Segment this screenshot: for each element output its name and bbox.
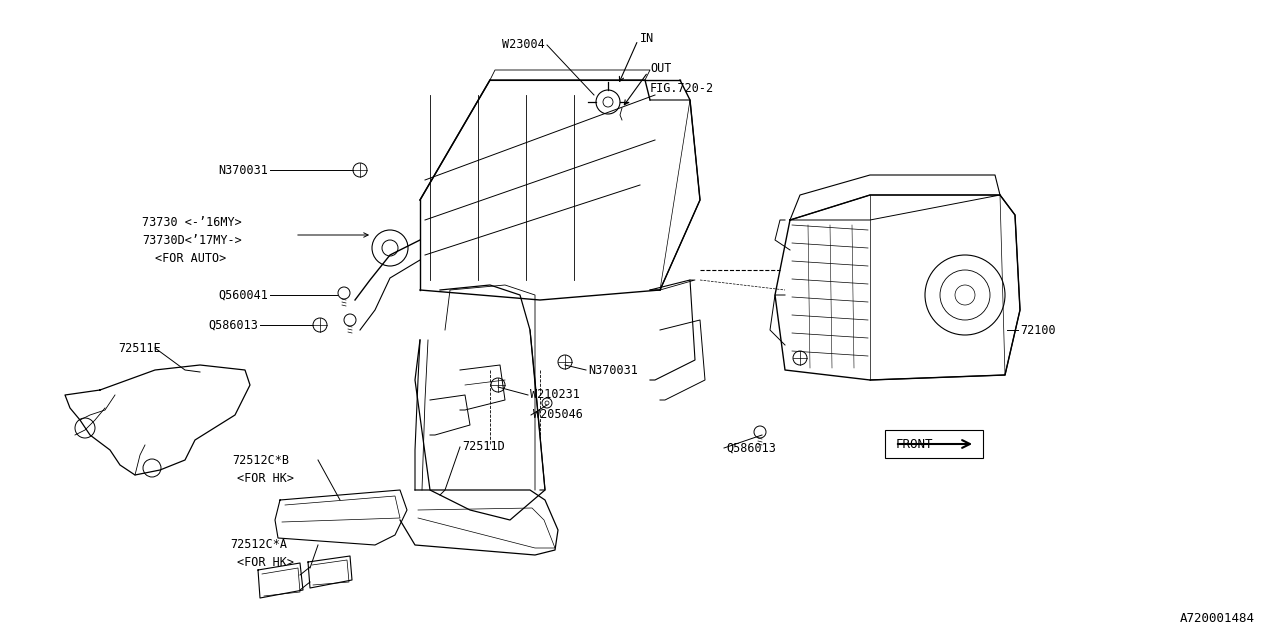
Text: FRONT: FRONT	[896, 438, 933, 451]
Text: 73730 <-’16MY>: 73730 <-’16MY>	[142, 216, 242, 228]
Text: <FOR HK>: <FOR HK>	[237, 557, 294, 570]
Bar	[884, 430, 983, 458]
Text: FIG.720-2: FIG.720-2	[650, 81, 714, 95]
Text: 72512C*A: 72512C*A	[230, 538, 287, 552]
Text: Q586013: Q586013	[726, 442, 776, 454]
Text: W210231: W210231	[530, 388, 580, 401]
Text: 72511D: 72511D	[462, 440, 504, 454]
Text: N370031: N370031	[218, 163, 268, 177]
Text: IN: IN	[640, 31, 654, 45]
Text: <FOR AUTO>: <FOR AUTO>	[155, 252, 227, 264]
Text: Q586013: Q586013	[209, 319, 259, 332]
Text: 72100: 72100	[1020, 323, 1056, 337]
Text: Q560041: Q560041	[218, 289, 268, 301]
Text: W23004: W23004	[502, 38, 545, 51]
Circle shape	[545, 401, 549, 405]
Text: 73730D<’17MY->: 73730D<’17MY->	[142, 234, 242, 246]
Text: A720001484: A720001484	[1180, 611, 1254, 625]
Text: 72512C*B: 72512C*B	[232, 454, 289, 467]
Text: N370031: N370031	[588, 364, 637, 376]
Text: OUT: OUT	[650, 61, 672, 74]
Text: W205046: W205046	[532, 408, 582, 422]
Text: <FOR HK>: <FOR HK>	[237, 472, 294, 484]
Text: 72511E: 72511E	[118, 342, 161, 355]
